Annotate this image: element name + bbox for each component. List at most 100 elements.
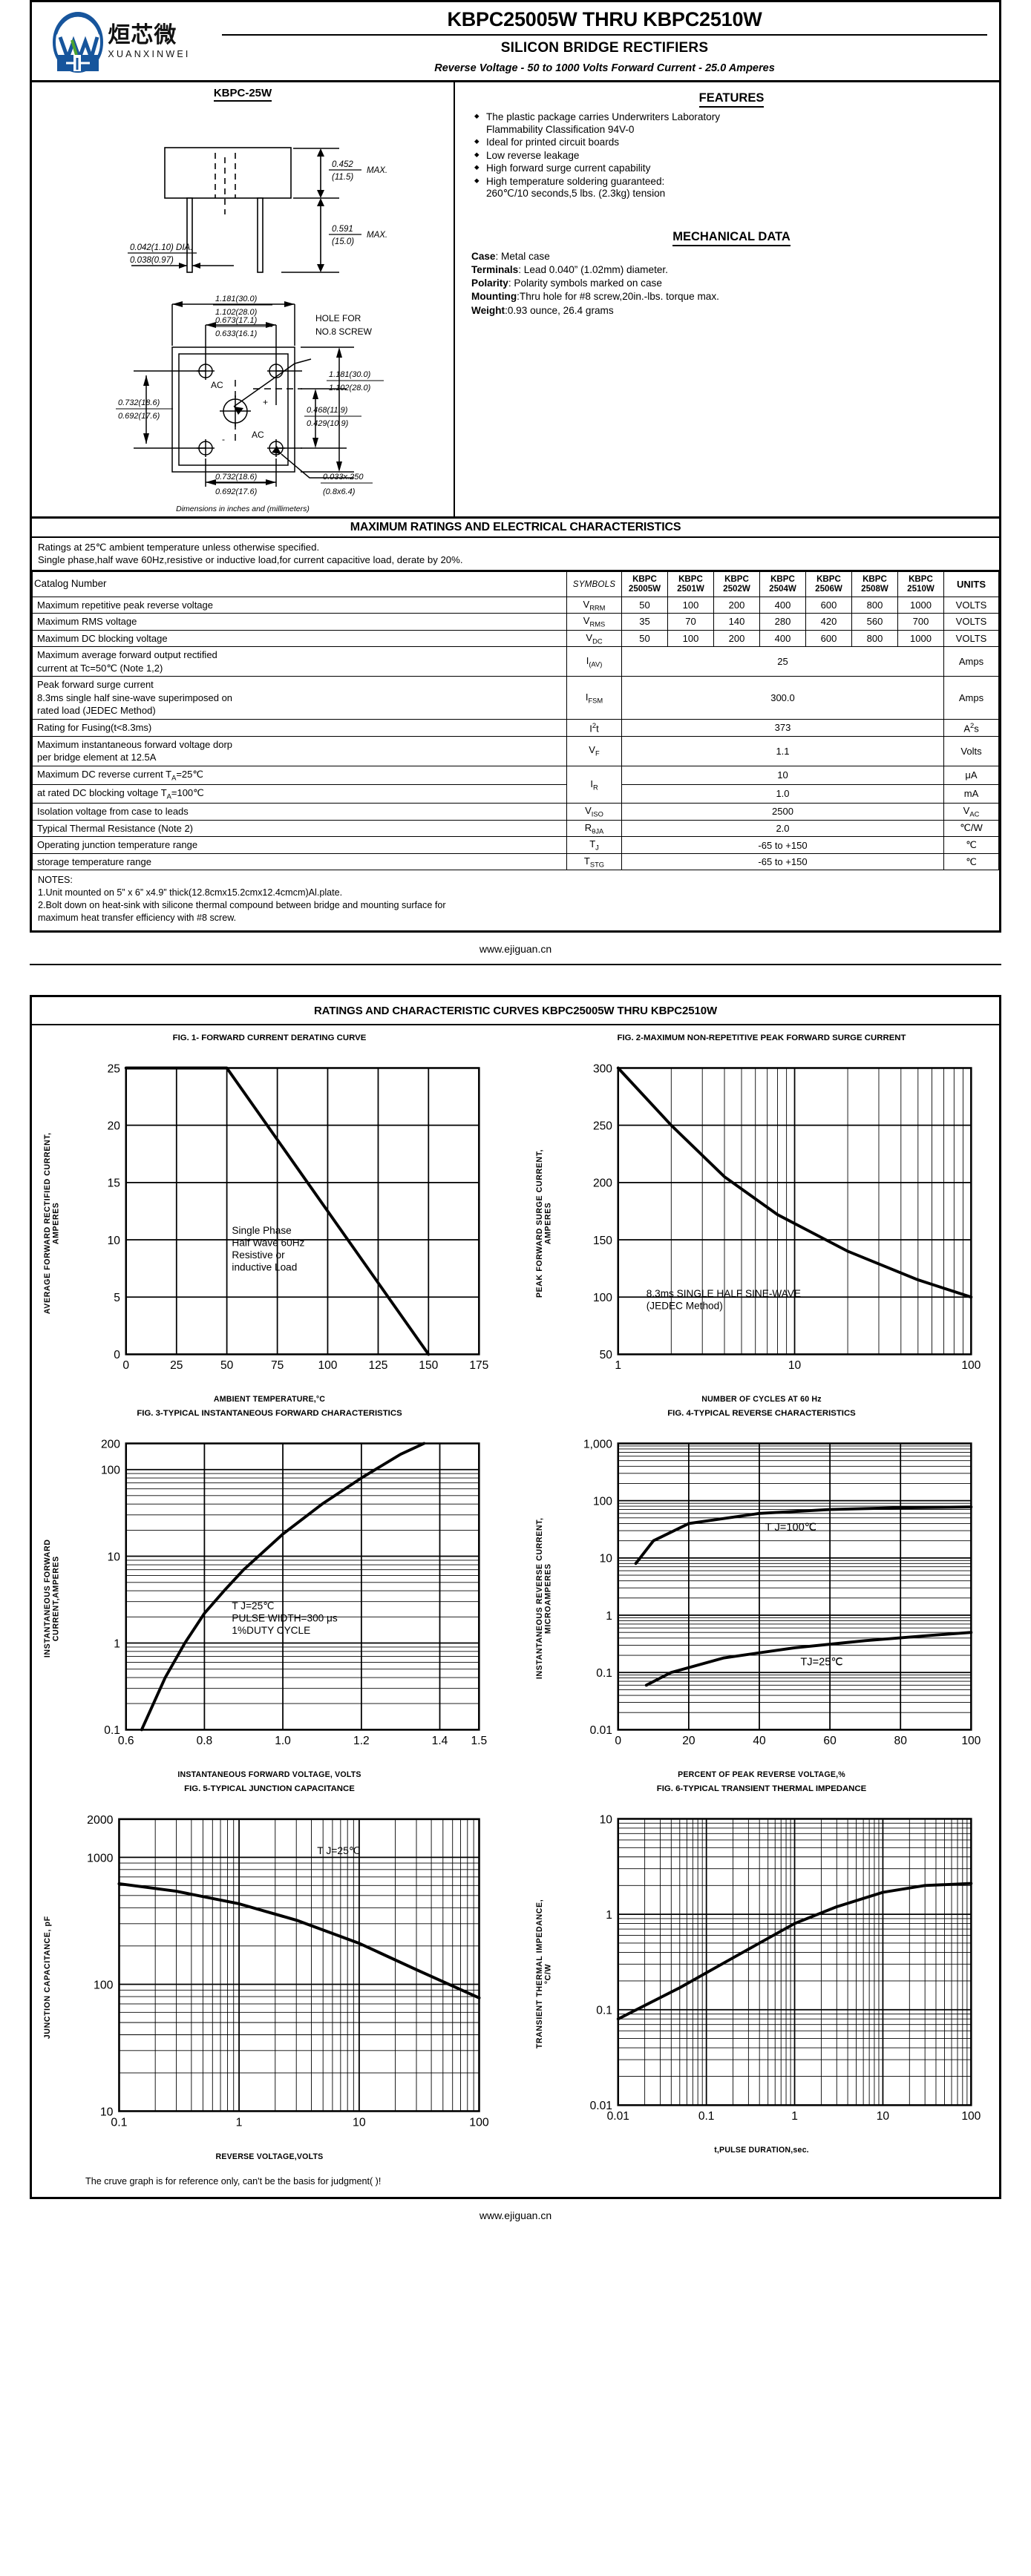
page2-footer: www.ejiguan.cn	[0, 2199, 1031, 2230]
svg-text:1: 1	[114, 1637, 121, 1650]
svg-text:0: 0	[123, 1359, 130, 1372]
svg-text:(0.8x6.4): (0.8x6.4)	[323, 487, 356, 496]
svg-text:100: 100	[593, 1496, 612, 1508]
header-part-number: KBPC 25005W	[621, 571, 668, 597]
page-separator	[0, 965, 1031, 995]
svg-text:1: 1	[606, 1610, 613, 1623]
table-row: Maximum average forward output rectified…	[32, 646, 999, 677]
table-row: Typical Thermal Resistance (Note 2) RθJA 2…	[32, 819, 999, 838]
chart-fig4: FIG. 4-TYPICAL REVERSE CHARACTERISTICS I…	[534, 1408, 989, 1779]
svg-text:1.102(28.0): 1.102(28.0)	[215, 308, 258, 317]
curves-section-title: RATINGS AND CHARACTERISTIC CURVES KBPC25…	[32, 997, 999, 1025]
cell-symbol: VISO	[566, 803, 622, 821]
table-row: storage temperature range TSTG -65 to +150…	[32, 852, 999, 871]
svg-text:100: 100	[962, 1735, 981, 1747]
document-header: 烜芯微 XUANXINWEI KBPC25005W THRU KBPC2510W…	[32, 2, 999, 82]
cell-value: 373	[621, 719, 944, 737]
cell-value: 100	[667, 596, 714, 614]
svg-text:50: 50	[220, 1359, 234, 1372]
table-row: Rating for Fusing(t<8.3ms) I2t 373 A2s	[32, 719, 999, 737]
svg-text:10: 10	[600, 1553, 613, 1565]
svg-text:0.692(17.6): 0.692(17.6)	[215, 487, 258, 496]
svg-text:0.8: 0.8	[197, 1735, 213, 1747]
svg-text:T J=25℃: T J=25℃	[317, 1845, 360, 1857]
features-and-mechanical-panel: FEATURES The plastic package carries Und…	[455, 82, 999, 516]
svg-text:0.692(17.6): 0.692(17.6)	[118, 412, 160, 421]
svg-text:0.1: 0.1	[597, 2005, 613, 2017]
svg-text:100: 100	[962, 1359, 981, 1372]
svg-text:5: 5	[114, 1292, 121, 1304]
svg-text:0.732(18.6): 0.732(18.6)	[118, 398, 160, 407]
page1-footer: www.ejiguan.cn	[0, 933, 1031, 964]
svg-text:40: 40	[753, 1735, 767, 1747]
ratings-conditions: Ratings at 25℃ ambient temperature unles…	[32, 538, 999, 571]
svg-text:25: 25	[108, 1062, 121, 1075]
cell-parameter: Maximum repetitive peak reverse voltage	[32, 596, 567, 614]
feature-item: Ideal for printed circuit boards	[474, 137, 992, 149]
svg-text:10: 10	[99, 2106, 113, 2119]
svg-text:Half Wave 60Hz: Half Wave 60Hz	[232, 1238, 305, 1249]
header-catalog: Catalog Number	[32, 571, 567, 597]
mechanical-label: Weight	[471, 304, 505, 316]
mechanical-value: : Polarity symbols marked on case	[508, 277, 662, 289]
svg-text:0.6: 0.6	[118, 1735, 134, 1747]
footer-url[interactable]: www.ejiguan.cn	[479, 2209, 552, 2222]
feature-item: Low reverse leakage	[474, 150, 992, 162]
cell-units: mA	[943, 783, 999, 804]
package-side-view-drawing: x 0.452 (11.5) MAX. 0.591 (15.0) MAX. 0.…	[128, 147, 387, 273]
svg-text:1: 1	[235, 2117, 242, 2129]
svg-text:0.033x.250: 0.033x.250	[323, 473, 364, 482]
svg-text:250: 250	[593, 1120, 612, 1132]
svg-text:(11.5): (11.5)	[332, 173, 353, 182]
cell-value: 300.0	[621, 676, 944, 720]
feature-text: Low reverse leakage	[486, 149, 580, 161]
ratings-condition-line-2: Single phase,half wave 60Hz,resistive or…	[38, 554, 463, 566]
svg-text:60: 60	[824, 1735, 837, 1747]
svg-text:(JEDEC Method): (JEDEC Method)	[647, 1301, 723, 1312]
svg-text:20: 20	[682, 1735, 695, 1747]
cell-units: Amps	[943, 676, 999, 720]
chart-xlabel-fig1: AMBIENT TEMPERATURE,°C	[213, 1395, 326, 1404]
mechanical-row: Polarity: Polarity symbols marked on cas…	[471, 277, 992, 289]
company-logo: 烜芯微 XUANXINWEI	[32, 2, 210, 80]
svg-text:AC: AC	[211, 380, 223, 390]
features-heading: FEATURES	[471, 91, 992, 108]
curves-row-2: FIG. 3-TYPICAL INSTANTANEOUS FORWARD CHA…	[42, 1408, 989, 1779]
svg-text:MAX.: MAX.	[367, 231, 387, 240]
cell-value: 2500	[621, 803, 944, 821]
header-part-number: KBPC 2502W	[713, 571, 760, 597]
chart-ylabel-fig2: PEAK FORWARD SURGE CURRENT, AMPERES	[535, 1149, 553, 1298]
chart-fig5: FIG. 5-TYPICAL JUNCTION CAPACITANCE JUNC…	[42, 1784, 497, 2161]
cell-value: -65 to +150	[621, 852, 944, 871]
header-part-number: KBPC 2510W	[897, 571, 944, 597]
svg-text:AC: AC	[252, 430, 264, 440]
svg-text:0.038(0.97): 0.038(0.97)	[130, 256, 174, 265]
cell-value: 400	[759, 629, 806, 648]
footer-url[interactable]: www.ejiguan.cn	[479, 942, 552, 955]
svg-text:0.1: 0.1	[105, 1724, 121, 1737]
svg-text:0: 0	[114, 1349, 121, 1361]
chart-title-fig2: FIG. 2-MAXIMUM NON-REPETITIVE PEAK FORWA…	[617, 1033, 906, 1042]
feature-text: The plastic package carries Underwriters…	[486, 111, 721, 122]
svg-text:125: 125	[369, 1359, 388, 1372]
svg-text:100: 100	[593, 1292, 612, 1304]
cell-units: VOLTS	[943, 629, 999, 648]
svg-text:1.5: 1.5	[471, 1735, 488, 1747]
svg-text:0.1: 0.1	[698, 2110, 715, 2123]
feature-item: The plastic package carries Underwriters…	[474, 111, 992, 136]
cell-symbol: TJ	[566, 836, 622, 854]
svg-text:1,000: 1,000	[583, 1438, 612, 1450]
svg-text:150: 150	[593, 1235, 612, 1247]
svg-text:Single Phase: Single Phase	[232, 1225, 292, 1236]
chart-title-fig3: FIG. 3-TYPICAL INSTANTANEOUS FORWARD CHA…	[137, 1409, 402, 1419]
svg-text:NO.8 SCREW: NO.8 SCREW	[315, 326, 373, 337]
ratings-section-title: MAXIMUM RATINGS AND ELECTRICAL CHARACTER…	[32, 519, 999, 538]
chart-xlabel-fig3: INSTANTANEOUS FORWARD VOLTAGE, VOLTS	[177, 1770, 361, 1780]
cell-value: 50	[621, 629, 668, 648]
package-title: KBPC-25W	[35, 87, 451, 102]
svg-text:0.429(10.9): 0.429(10.9)	[307, 419, 349, 428]
table-row: Peak forward surge current 8.3ms single h…	[32, 676, 999, 720]
svg-text:0.01: 0.01	[590, 1724, 612, 1737]
mechanical-value: :Thru hole for #8 screw,20in.-lbs. torqu…	[517, 291, 719, 303]
svg-text:10: 10	[353, 2117, 366, 2129]
